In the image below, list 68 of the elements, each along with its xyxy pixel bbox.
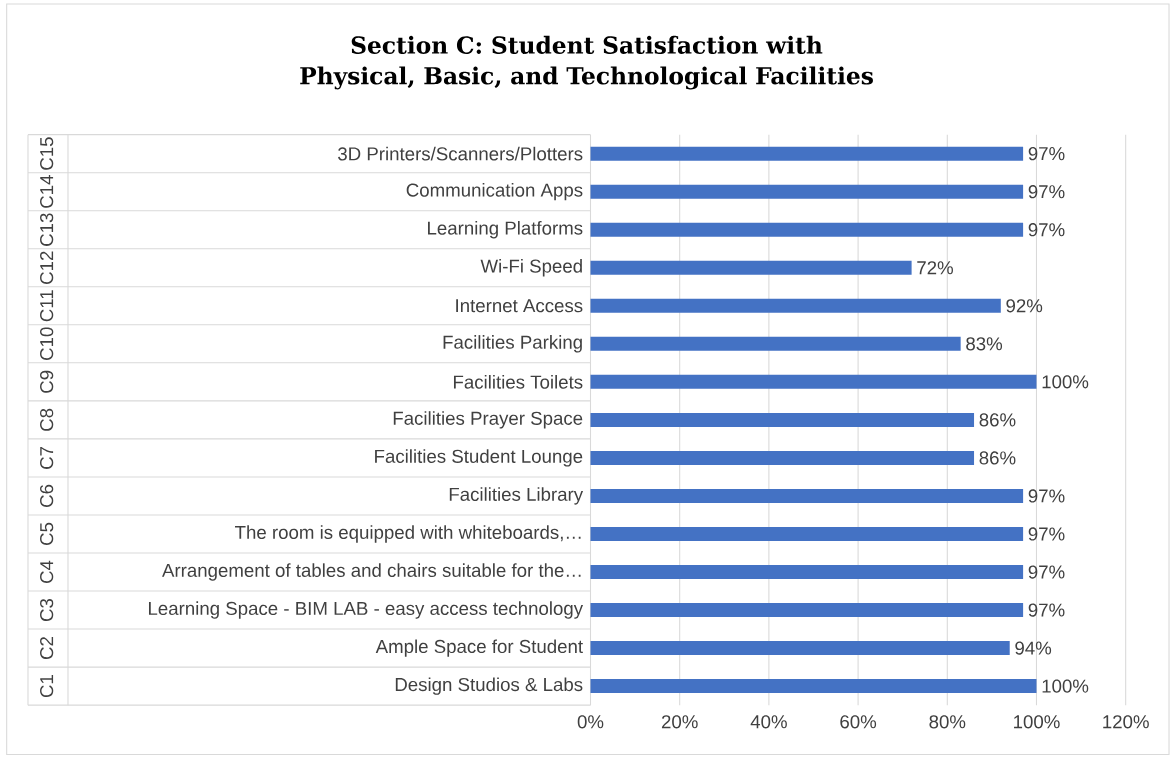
- text: C7: [40, 446, 54, 469]
- y-tick-label: The room is equipped with whiteboards,…: [235, 525, 581, 543]
- bar: [590, 374, 1037, 389]
- data-label: 97%: [1028, 565, 1065, 579]
- text: C2: [40, 637, 54, 660]
- text: C15: [40, 137, 54, 170]
- data-label: 92%: [1006, 299, 1043, 313]
- y-tick-label: Arrangement of tables and chairs suitable for the…: [162, 563, 581, 581]
- text: C8: [40, 408, 54, 431]
- x-tick-label: 20%: [661, 715, 698, 729]
- bar: [590, 488, 1024, 503]
- data-label: 97%: [1028, 489, 1065, 503]
- y-tick-label: Design Studios & Labs: [395, 677, 583, 695]
- bar: [590, 412, 975, 427]
- y-tick-label: Communication Apps: [406, 182, 583, 201]
- bar: [590, 146, 1024, 161]
- data-label: 97%: [1028, 146, 1065, 161]
- y-tick-label: Learning Platforms: [428, 220, 583, 239]
- text: C6: [40, 484, 54, 507]
- y-tick-label: Learning Space - BIM LAB - easy access technology: [148, 601, 584, 619]
- x-tick-label: 0%: [577, 715, 604, 729]
- bar: [590, 298, 1001, 313]
- bar: [590, 184, 1024, 199]
- x-tick-label: 60%: [840, 715, 877, 729]
- y-tick-label: Ample Space for Student: [375, 639, 583, 657]
- data-label: 97%: [1028, 185, 1065, 199]
- text: C1: [40, 675, 54, 698]
- y-tick-label: Facilities Parking: [443, 335, 582, 353]
- y-tick-label: Facilities Student Lounge: [375, 449, 583, 467]
- x-tick-label: 120%: [1103, 715, 1149, 729]
- bar: [590, 526, 1024, 541]
- text: C3: [40, 598, 54, 621]
- bar: [590, 450, 975, 465]
- text: C14: [40, 175, 54, 208]
- bar: [590, 260, 912, 275]
- text: C11: [40, 290, 54, 322]
- text: C4: [40, 560, 54, 583]
- data-label: 100%: [1042, 375, 1089, 389]
- bar: [590, 336, 961, 351]
- x-tick-label: 100%: [1014, 715, 1060, 729]
- bar: [590, 679, 1037, 694]
- x-tick-label: 40%: [750, 715, 787, 729]
- text: C12: [40, 251, 54, 284]
- data-label: 86%: [979, 451, 1016, 465]
- data-label: 83%: [966, 337, 1003, 351]
- y-tick-label: 3D Printers/Scanners/Plotters: [338, 146, 583, 161]
- y-tick-label: Internet Access: [456, 299, 583, 313]
- text: C13: [40, 213, 54, 246]
- data-label: 97%: [1028, 223, 1065, 237]
- text: C9: [40, 370, 54, 393]
- y-tick-label: Facilities Library: [449, 487, 584, 505]
- bar: [590, 603, 1024, 617]
- y-tick-label: Wi-Fi Speed: [480, 259, 582, 277]
- x-tick-label: 80%: [929, 715, 966, 729]
- data-label: 72%: [917, 261, 953, 275]
- bar: [590, 641, 1010, 656]
- text: C10: [40, 327, 54, 360]
- y-tick-label: Facilities Toilets: [453, 374, 583, 389]
- data-label: 97%: [1028, 527, 1065, 541]
- data-label: 86%: [979, 413, 1016, 427]
- data-label: 97%: [1028, 603, 1065, 617]
- bar: [590, 564, 1024, 579]
- text: C5: [40, 522, 54, 545]
- y-tick-label: Facilities Prayer Space: [393, 411, 583, 429]
- bar: [590, 222, 1024, 237]
- chart-title: Section C: Student Satisfaction with Physical, Basic, and Technological Facilities: [300, 35, 873, 90]
- data-label: 94%: [1015, 641, 1052, 655]
- data-label: 100%: [1042, 679, 1089, 693]
